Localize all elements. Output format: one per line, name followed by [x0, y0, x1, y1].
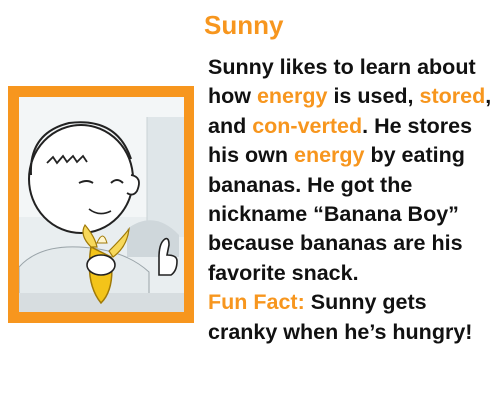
highlight-energy: energy [294, 143, 365, 168]
fun-fact-label: Fun Fact: [208, 290, 305, 315]
profile-bio: Sunny likes to learn about how energy is… [208, 53, 494, 347]
portrait-image [19, 97, 184, 312]
bio-text: . He stores his own [208, 113, 473, 168]
portrait-frame [8, 86, 194, 323]
profile-name: Sunny [204, 10, 284, 40]
bio-text: , and [208, 84, 492, 138]
highlight-converted: con-verted [252, 113, 363, 138]
bio-text: is used, [327, 84, 420, 109]
fun-fact: Fun Fact: Sunny gets cranky when he’s hu… [208, 288, 494, 347]
highlight-stored: stored [419, 84, 486, 109]
highlight-energy: energy [256, 84, 328, 109]
fun-fact-text: Sunny gets cranky when he’s hungry! [208, 290, 473, 344]
bio-text: by eating bananas. He got the nickname “… [208, 143, 465, 285]
bio-text: Sunny likes to learn about how [208, 55, 476, 109]
boy-with-banana-illustration [19, 97, 184, 312]
